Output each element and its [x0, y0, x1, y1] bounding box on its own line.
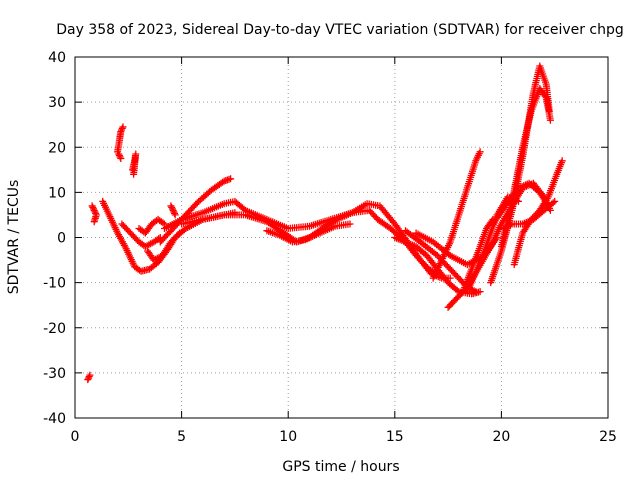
- x-tick-label: 0: [71, 429, 80, 445]
- series-arc-4: [114, 123, 127, 156]
- data-point: [91, 208, 99, 216]
- data-point: [171, 209, 178, 217]
- data-point: [453, 286, 461, 294]
- data-point: [130, 170, 138, 178]
- series-arc-2: [88, 202, 100, 226]
- series-arc-6: [129, 150, 140, 178]
- data-point: [551, 197, 559, 205]
- data-point: [90, 205, 97, 213]
- x-tick-label: 5: [177, 429, 186, 445]
- data-point: [86, 371, 94, 379]
- data-point: [171, 211, 179, 219]
- data-point: [85, 373, 93, 381]
- data-point: [115, 150, 123, 158]
- series-arc-5: [115, 150, 125, 162]
- series-arc-12: [161, 197, 441, 278]
- series-arc-14: [263, 220, 354, 246]
- chart-title: Day 358 of 2023, Sidereal Day-to-day VTE…: [56, 22, 624, 38]
- data-point: [176, 229, 183, 237]
- data-point: [558, 157, 566, 165]
- y-tick-label: -30: [43, 366, 66, 382]
- data-point: [159, 219, 167, 227]
- data-point: [89, 203, 97, 211]
- data-point: [169, 206, 177, 214]
- data-point: [90, 206, 98, 214]
- series-arc-8: [135, 215, 168, 237]
- data-point: [170, 208, 178, 216]
- y-tick-label: 10: [48, 185, 66, 201]
- data-points: [84, 62, 566, 384]
- x-tick-label: 25: [599, 429, 617, 445]
- data-point: [88, 202, 96, 210]
- y-tick-label: 0: [57, 231, 66, 247]
- data-point: [168, 205, 176, 213]
- y-tick-label: -20: [43, 321, 66, 337]
- series-arc-17: [429, 148, 484, 282]
- y-axis-label: SDTVAR / TECUs: [6, 180, 22, 295]
- data-point: [544, 202, 552, 210]
- y-tick-label: -10: [43, 276, 66, 292]
- series-arc-9: [144, 229, 183, 264]
- data-point: [174, 231, 182, 238]
- data-point: [118, 124, 126, 132]
- series-arc-1: [84, 371, 94, 384]
- data-point: [115, 152, 123, 159]
- data-point: [167, 202, 175, 210]
- data-point: [472, 288, 480, 296]
- y-tick-label: -40: [43, 411, 66, 427]
- data-point: [168, 203, 176, 211]
- data-point: [515, 197, 522, 205]
- data-point: [458, 289, 466, 297]
- data-point: [118, 126, 125, 134]
- data-point: [85, 374, 92, 382]
- x-axis-label: GPS time / hours: [282, 459, 399, 475]
- data-point: [117, 128, 125, 135]
- data-point: [476, 148, 484, 156]
- data-point: [116, 153, 124, 161]
- data-point: [549, 199, 557, 207]
- data-point: [546, 116, 554, 124]
- series-arc-16: [402, 227, 480, 296]
- data-point: [227, 175, 235, 183]
- data-point: [346, 220, 354, 228]
- data-point: [90, 218, 98, 226]
- data-point: [119, 123, 127, 131]
- data-point: [541, 92, 549, 100]
- series-arc-10: [167, 202, 179, 219]
- x-tick-label: 10: [279, 429, 297, 445]
- y-tick-label: 40: [48, 50, 66, 66]
- x-tick-label: 20: [492, 429, 510, 445]
- series-arc-25: [500, 197, 559, 232]
- y-tick-label: 20: [48, 140, 66, 156]
- data-point: [117, 155, 125, 162]
- data-point: [84, 376, 92, 384]
- y-tick-label: 30: [48, 95, 66, 111]
- series-arc-26: [489, 179, 552, 228]
- axes: 0 5 10 15 20 25 -40 -30 -20 -10 0 10 20 30 40: [43, 50, 617, 445]
- x-tick-label: 15: [386, 429, 404, 445]
